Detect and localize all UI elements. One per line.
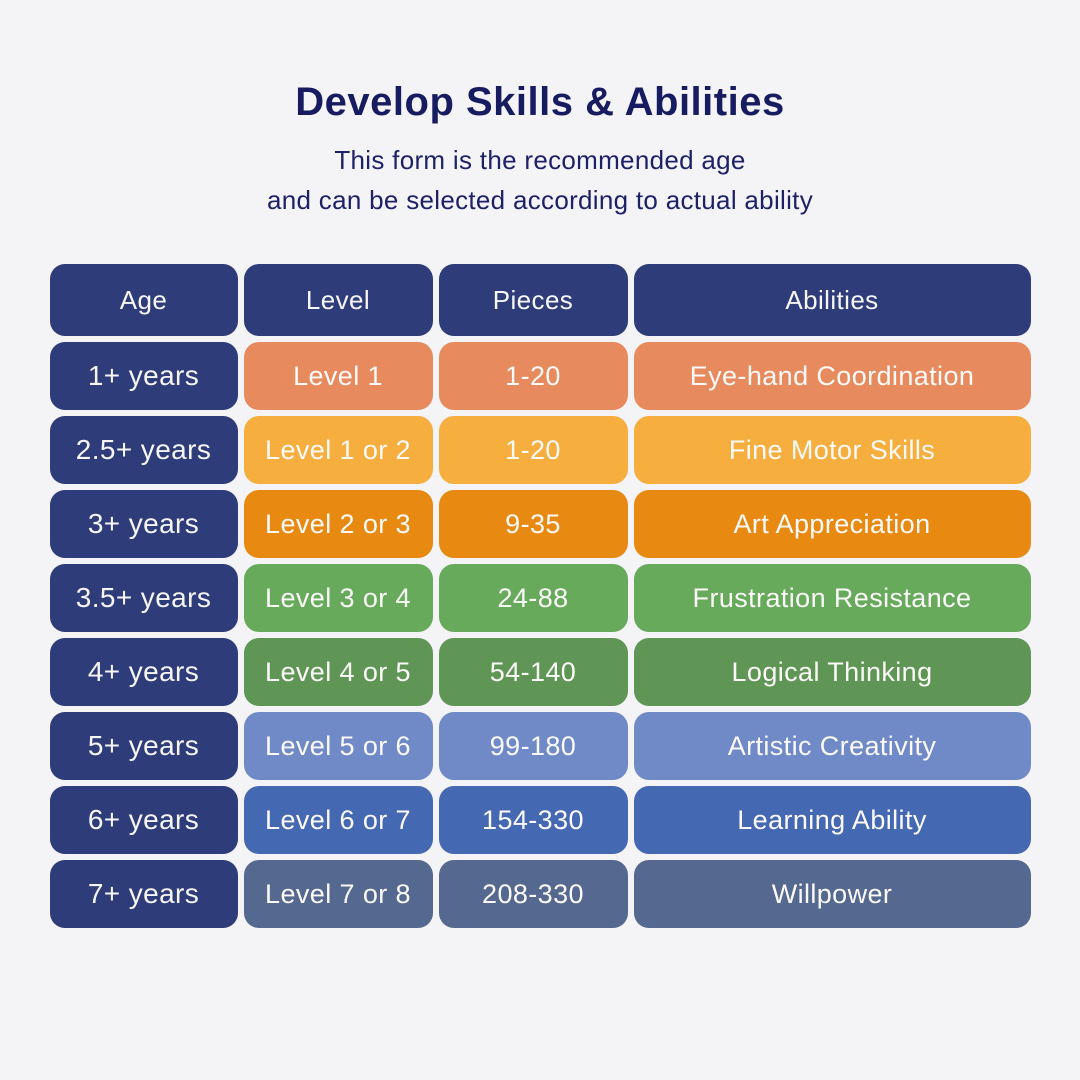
subtitle-line-2: and can be selected according to actual … [267, 185, 813, 215]
table-cell-level-row-1: Level 1 [243, 342, 433, 410]
table-cell-level-row-4: Level 3 or 4 [243, 564, 433, 632]
table-cell-age-row-5: 4+ years [49, 638, 238, 706]
table-cell-pieces-row-5: 54-140 [438, 638, 628, 706]
table-cell-age-row-4: 3.5+ years [49, 564, 238, 632]
table-cell-level-row-5: Level 4 or 5 [243, 638, 433, 706]
table-cell-pieces-row-1: 1-20 [438, 342, 628, 410]
table-cell-ability-row-5: Logical Thinking [633, 638, 1031, 706]
table-cell-pieces-row-3: 9-35 [438, 490, 628, 558]
table-cell-ability-row-6: Artistic Creativity [633, 712, 1031, 780]
table-cell-ability-row-3: Art Appreciation [633, 490, 1031, 558]
table-cell-ability-row-4: Frustration Resistance [633, 564, 1031, 632]
table-cell-age-row-1: 1+ years [49, 342, 238, 410]
column-header-level: Level [243, 264, 433, 336]
subtitle-line-1: This form is the recommended age [334, 145, 746, 175]
table-cell-pieces-row-2: 1-20 [438, 416, 628, 484]
table-cell-age-row-2: 2.5+ years [49, 416, 238, 484]
column-header-pieces: Pieces [438, 264, 628, 336]
table-cell-ability-row-8: Willpower [633, 860, 1031, 928]
table-cell-level-row-8: Level 7 or 8 [243, 860, 433, 928]
table-cell-pieces-row-4: 24-88 [438, 564, 628, 632]
table-cell-age-row-7: 6+ years [49, 786, 238, 854]
table-cell-pieces-row-7: 154-330 [438, 786, 628, 854]
table-cell-pieces-row-6: 99-180 [438, 712, 628, 780]
table-cell-ability-row-1: Eye-hand Coordination [633, 342, 1031, 410]
table-cell-ability-row-2: Fine Motor Skills [633, 416, 1031, 484]
table-cell-age-row-3: 3+ years [49, 490, 238, 558]
column-header-age: Age [49, 264, 238, 336]
skills-table: Age Level Pieces Abilities 1+ years Level 1 1-… [49, 264, 1031, 928]
page-title: Develop Skills & Abilities [295, 80, 785, 124]
table-cell-level-row-2: Level 1 or 2 [243, 416, 433, 484]
table-cell-level-row-6: Level 5 or 6 [243, 712, 433, 780]
table-cell-ability-row-7: Learning Ability [633, 786, 1031, 854]
table-cell-level-row-3: Level 2 or 3 [243, 490, 433, 558]
table-cell-age-row-8: 7+ years [49, 860, 238, 928]
table-cell-age-row-6: 5+ years [49, 712, 238, 780]
table-cell-level-row-7: Level 6 or 7 [243, 786, 433, 854]
table-cell-pieces-row-8: 208-330 [438, 860, 628, 928]
column-header-ability: Abilities [633, 264, 1031, 336]
